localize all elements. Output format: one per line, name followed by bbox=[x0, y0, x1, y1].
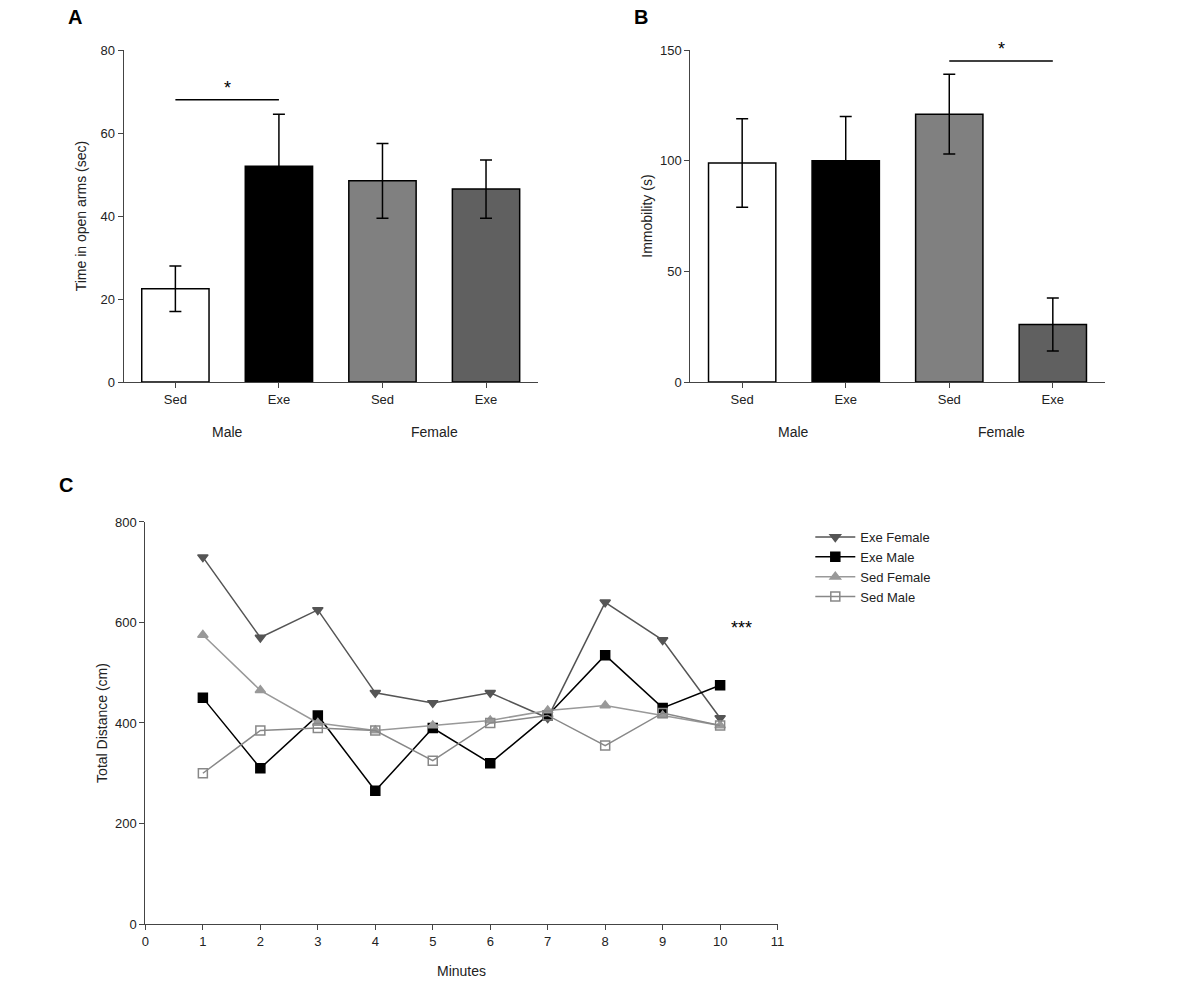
svg-text:***: *** bbox=[731, 618, 752, 638]
svg-text:*: * bbox=[998, 39, 1005, 59]
svg-text:2: 2 bbox=[257, 934, 264, 949]
svg-text:Sed: Sed bbox=[371, 392, 394, 407]
svg-text:50: 50 bbox=[667, 264, 681, 279]
svg-text:0: 0 bbox=[675, 375, 682, 390]
svg-text:10: 10 bbox=[713, 934, 727, 949]
svg-text:200: 200 bbox=[115, 816, 137, 831]
svg-text:3: 3 bbox=[314, 934, 321, 949]
svg-text:C: C bbox=[59, 474, 73, 496]
svg-text:8: 8 bbox=[602, 934, 609, 949]
svg-text:Exe: Exe bbox=[835, 392, 857, 407]
svg-text:100: 100 bbox=[660, 153, 682, 168]
svg-text:A: A bbox=[68, 6, 82, 28]
svg-text:20: 20 bbox=[101, 292, 115, 307]
svg-text:80: 80 bbox=[101, 43, 115, 58]
svg-text:0: 0 bbox=[130, 917, 137, 932]
svg-text:Sed Female: Sed Female bbox=[860, 570, 930, 585]
svg-text:6: 6 bbox=[487, 934, 494, 949]
svg-text:1: 1 bbox=[199, 934, 206, 949]
svg-text:Exe: Exe bbox=[1042, 392, 1064, 407]
svg-text:*: * bbox=[224, 78, 231, 98]
svg-text:Time in open arms (sec): Time in open arms (sec) bbox=[73, 141, 89, 291]
svg-text:Female: Female bbox=[411, 424, 458, 440]
svg-text:Male: Male bbox=[778, 424, 809, 440]
svg-text:Exe Female: Exe Female bbox=[860, 530, 929, 545]
svg-text:5: 5 bbox=[429, 934, 436, 949]
svg-text:Exe: Exe bbox=[475, 392, 497, 407]
svg-text:Exe: Exe bbox=[268, 392, 290, 407]
svg-text:Sed: Sed bbox=[731, 392, 754, 407]
svg-text:11: 11 bbox=[771, 934, 785, 949]
svg-text:9: 9 bbox=[659, 934, 666, 949]
svg-text:B: B bbox=[634, 6, 648, 28]
svg-text:800: 800 bbox=[115, 515, 137, 530]
svg-text:600: 600 bbox=[115, 615, 137, 630]
svg-text:150: 150 bbox=[660, 43, 682, 58]
svg-text:Male: Male bbox=[212, 424, 243, 440]
svg-text:Immobility (s): Immobility (s) bbox=[639, 174, 655, 257]
svg-text:Sed Male: Sed Male bbox=[860, 590, 915, 605]
svg-text:400: 400 bbox=[115, 716, 137, 731]
svg-text:60: 60 bbox=[101, 126, 115, 141]
svg-text:0: 0 bbox=[108, 375, 115, 390]
svg-text:Female: Female bbox=[978, 424, 1025, 440]
svg-text:40: 40 bbox=[101, 209, 115, 224]
svg-text:Exe Male: Exe Male bbox=[860, 550, 914, 565]
svg-text:4: 4 bbox=[372, 934, 379, 949]
svg-text:Total Distance (cm): Total Distance (cm) bbox=[94, 663, 110, 783]
svg-text:0: 0 bbox=[142, 934, 149, 949]
svg-text:Minutes: Minutes bbox=[437, 963, 486, 979]
svg-text:Sed: Sed bbox=[164, 392, 187, 407]
svg-text:7: 7 bbox=[544, 934, 551, 949]
svg-text:Sed: Sed bbox=[938, 392, 961, 407]
